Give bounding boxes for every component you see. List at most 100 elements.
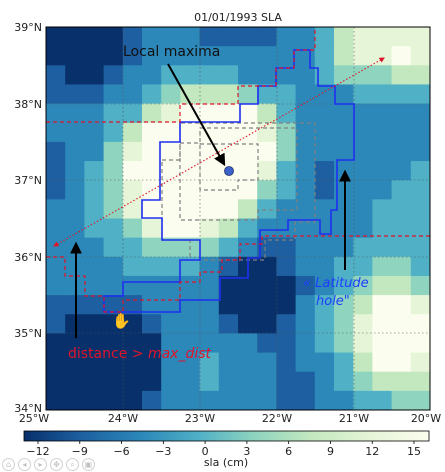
sla-cell xyxy=(391,256,412,277)
sla-cell xyxy=(180,371,201,392)
sla-cell xyxy=(334,371,354,392)
sla-cell xyxy=(46,237,66,258)
sla-cell xyxy=(46,275,66,296)
pan-icon[interactable]: ✥ xyxy=(50,458,63,471)
sla-cell xyxy=(65,122,85,143)
sla-cell xyxy=(199,256,220,277)
sla-cell xyxy=(199,180,220,200)
sla-cell xyxy=(257,199,277,220)
sla-cell xyxy=(238,141,258,162)
sla-cell xyxy=(103,65,124,86)
sla-cell xyxy=(353,161,373,181)
sla-cell xyxy=(391,46,412,66)
sla-cell xyxy=(295,180,316,200)
sla-cell xyxy=(142,352,162,373)
sla-cell xyxy=(353,371,373,392)
sla-cell xyxy=(314,275,335,296)
sla-cell xyxy=(122,199,143,220)
sla-cell xyxy=(334,314,354,334)
sla-cell xyxy=(142,218,162,239)
sla-cell xyxy=(276,122,297,143)
sla-cell xyxy=(372,314,393,334)
sla-cell xyxy=(372,275,393,296)
sla-cell xyxy=(410,84,430,105)
sla-cell xyxy=(103,256,124,277)
sla-cell xyxy=(103,237,124,258)
sla-cell xyxy=(180,199,201,220)
sla-cell xyxy=(295,161,316,181)
sla-cell xyxy=(257,333,277,354)
sla-cell xyxy=(180,333,201,354)
sla-cell xyxy=(334,141,354,162)
lon-label-20: 20°W xyxy=(411,412,441,425)
sla-cell xyxy=(238,352,258,373)
sla-cell xyxy=(218,122,239,143)
sla-cell xyxy=(410,314,430,334)
sla-cell xyxy=(142,237,162,258)
sla-cell xyxy=(218,218,239,239)
sla-cell xyxy=(103,275,124,296)
sla-cell xyxy=(410,103,430,124)
sla-cell xyxy=(276,199,297,220)
sla-cell xyxy=(84,390,105,410)
sla-cell xyxy=(142,371,162,392)
sla-cell xyxy=(65,161,85,181)
sla-cell xyxy=(46,65,66,86)
sla-cell xyxy=(84,65,105,86)
sla-cell xyxy=(353,314,373,334)
sla-cell xyxy=(391,352,412,373)
sla-cell xyxy=(122,352,143,373)
sla-cell xyxy=(314,295,335,315)
sla-cell xyxy=(142,390,162,410)
sla-cell xyxy=(372,256,393,277)
sla-cell xyxy=(46,256,66,277)
sla-cell xyxy=(142,122,162,143)
sla-cell xyxy=(65,333,85,354)
sla-cell xyxy=(391,237,412,258)
sla-cell xyxy=(391,275,412,296)
local-maxima-label: Local maxima xyxy=(123,44,220,60)
sla-cell xyxy=(180,65,201,86)
colorbar-tick-label: 15 xyxy=(407,445,421,458)
sla-cell xyxy=(334,275,354,296)
sla-cell xyxy=(238,161,258,181)
sla-cell xyxy=(199,27,220,47)
sla-cell xyxy=(257,180,277,200)
forward-icon[interactable]: ▸ xyxy=(34,458,47,471)
sla-cell xyxy=(122,65,143,86)
sla-cell xyxy=(180,295,201,315)
sla-cell xyxy=(218,333,239,354)
sla-cell xyxy=(180,390,201,410)
sla-cell xyxy=(238,65,258,86)
home-icon[interactable]: ⌂ xyxy=(2,458,15,471)
sla-cell xyxy=(372,103,393,124)
sla-cell xyxy=(103,333,124,354)
sla-cell xyxy=(46,390,66,410)
hand-cursor-icon: ✋ xyxy=(112,312,131,330)
sla-cell xyxy=(122,122,143,143)
sla-cell xyxy=(372,122,393,143)
save-icon[interactable]: ▣ xyxy=(82,458,95,471)
sla-cell xyxy=(410,141,430,162)
sla-cell xyxy=(257,161,277,181)
zoom-icon[interactable]: ⌕ xyxy=(66,458,79,471)
lat-label-34: 34°N xyxy=(14,402,42,415)
sla-cell xyxy=(391,371,412,392)
latitude-hole-label-1: « Latitude xyxy=(303,276,369,291)
sla-cell xyxy=(353,103,373,124)
sla-cell xyxy=(334,46,354,66)
sla-cell xyxy=(257,295,277,315)
colorbar-label: sla (cm) xyxy=(204,456,248,469)
lat-axis: 39°N 38°N 37°N 36°N 35°N 34°N xyxy=(14,21,42,415)
back-icon[interactable]: ◂ xyxy=(18,458,31,471)
sla-cell xyxy=(295,237,316,258)
sla-cell xyxy=(46,161,66,181)
sla-cell xyxy=(238,84,258,105)
sla-cell xyxy=(103,352,124,373)
sla-cell xyxy=(122,256,143,277)
sla-cell xyxy=(353,180,373,200)
sla-cell xyxy=(410,199,430,220)
sla-cell xyxy=(276,141,297,162)
sla-cell xyxy=(353,65,373,86)
sla-cell xyxy=(103,295,124,315)
